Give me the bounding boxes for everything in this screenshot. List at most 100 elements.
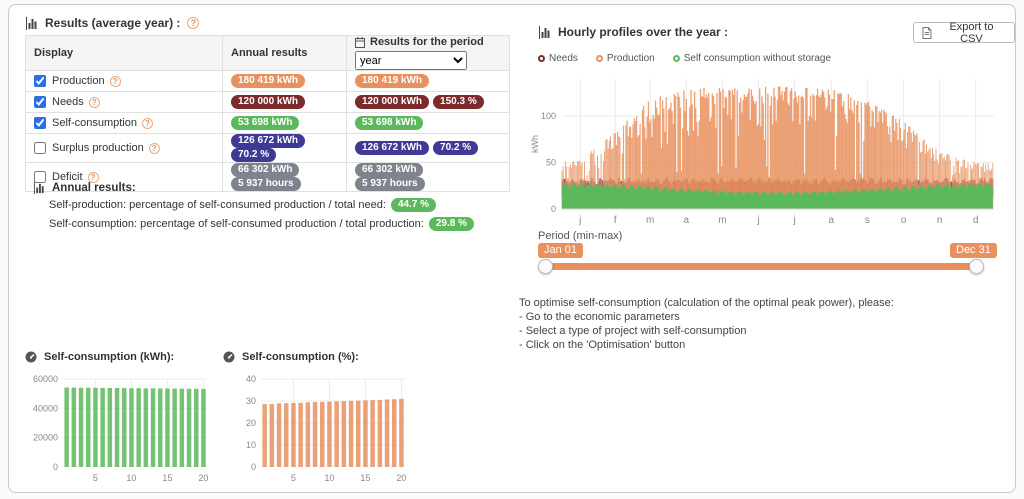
table-row: Production? 180 419 kWh 180 419 kWh — [25, 70, 510, 92]
results-table: Display Annual results Results for the p… — [25, 35, 510, 192]
svg-text:20000: 20000 — [33, 433, 58, 443]
period-range-slider[interactable] — [538, 258, 984, 274]
svg-text:m: m — [646, 215, 654, 226]
gauge-icon — [223, 351, 235, 363]
legend-item[interactable]: Production — [595, 53, 655, 64]
display-checkbox[interactable] — [34, 75, 46, 88]
annual-result-line: Self-production: percentage of self-cons… — [49, 198, 478, 212]
help-icon[interactable]: ? — [87, 171, 99, 183]
svg-text:40: 40 — [246, 374, 256, 384]
value-badge: 66 302 kWh — [355, 163, 424, 177]
optimise-note-line: - Click on the 'Optimisation' button — [519, 339, 686, 351]
legend-label: Production — [606, 53, 655, 64]
results-table-body: Production? 180 419 kWh 180 419 kWh Needs? 1… — [25, 70, 510, 192]
row-label: Production — [52, 74, 105, 87]
period-select[interactable]: year — [355, 51, 467, 70]
self-consumption-kwh-header: Self-consumption (kWh): — [25, 351, 174, 363]
col-period: Results for the period year — [346, 35, 510, 71]
display-checkbox[interactable] — [34, 96, 46, 109]
help-icon[interactable]: ? — [187, 17, 200, 29]
help-icon[interactable]: ? — [142, 117, 153, 129]
table-row: Self-consumption? 53 698 kWh 53 698 kWh — [25, 112, 510, 134]
period-max-badge: Dec 31 — [950, 243, 997, 258]
legend-ring-icon — [672, 55, 680, 62]
gauge-icon — [25, 351, 37, 363]
annual-result-badge: 44.7 % — [390, 198, 437, 212]
legend-item[interactable]: Self consumption without storage — [672, 53, 832, 64]
bar-chart-icon — [26, 16, 37, 30]
value-badge: 53 698 kWh — [231, 116, 300, 130]
svg-text:60000: 60000 — [33, 374, 58, 384]
svg-text:50: 50 — [546, 158, 556, 168]
svg-text:100: 100 — [541, 111, 556, 121]
annual-results-lines: Self-production: percentage of self-cons… — [49, 198, 478, 236]
svg-text:5: 5 — [93, 473, 98, 483]
annual-result-badge: 29.8 % — [428, 217, 474, 231]
value-badge: 53 698 kWh — [355, 116, 424, 130]
legend-ring-icon — [595, 55, 603, 62]
export-csv-label: Export to CSV — [949, 20, 994, 45]
svg-text:20: 20 — [246, 418, 256, 428]
optimise-note-line: To optimise self-consumption (calculatio… — [519, 297, 894, 309]
svg-text:j: j — [792, 215, 795, 226]
annual-results-header: Annual results: — [33, 182, 136, 194]
display-checkbox[interactable] — [34, 171, 46, 184]
legend-label: Self consumption without storage — [683, 53, 832, 64]
results-card: Results (average year) : ? Display Annua… — [8, 4, 1016, 493]
hourly-profiles-title: Hourly profiles over the year : — [558, 25, 729, 39]
svg-text:10: 10 — [126, 473, 136, 483]
svg-text:10: 10 — [324, 473, 334, 483]
help-icon[interactable]: ? — [88, 96, 100, 108]
legend-ring-icon — [538, 55, 545, 62]
svg-text:d: d — [973, 215, 979, 226]
chart-legend: Needs Production Self consumption without … — [538, 53, 831, 64]
period-min-badge: Jan 01 — [538, 243, 584, 258]
results-section-header: Results (average year) : ? — [25, 16, 200, 30]
legend-item[interactable]: Needs — [538, 53, 578, 64]
slider-handle-max[interactable] — [969, 258, 984, 274]
col-display: Display — [25, 35, 223, 71]
table-row: Surplus production? 126 672 kWh70.2 % 126 … — [25, 133, 510, 163]
value-badge: 66 302 kWh — [231, 163, 300, 177]
value-badge: 120 000 kWh — [355, 95, 430, 109]
value-badge: 150.3 % — [433, 95, 484, 109]
optimise-note-line: - Select a type of project with self-con… — [519, 325, 747, 337]
bar-chart-icon — [539, 25, 550, 39]
file-icon — [922, 26, 932, 39]
value-badge: 5 937 hours — [231, 177, 301, 191]
value-badge: 126 672 kWh — [355, 141, 430, 155]
help-icon[interactable]: ? — [109, 75, 121, 87]
svg-text:j: j — [756, 215, 759, 226]
annual-result-text: Self-production: percentage of self-cons… — [49, 199, 386, 211]
value-badge: 126 672 kWh — [231, 134, 306, 148]
results-title: Results (average year) : — [45, 16, 181, 30]
slider-handle-min[interactable] — [538, 258, 553, 274]
annual-results-title: Annual results: — [52, 182, 136, 194]
optimise-note: To optimise self-consumption (calculatio… — [519, 296, 979, 352]
self-consumption-pct-header: Self-consumption (%): — [223, 351, 359, 363]
annual-result-line: Self-consumption: percentage of self-con… — [49, 217, 478, 231]
row-label: Needs — [52, 95, 84, 108]
svg-text:j: j — [578, 215, 581, 226]
optimise-note-line: - Go to the economic parameters — [519, 311, 680, 323]
value-badge: 70.2 % — [231, 148, 277, 162]
self-consumption-pct-title: Self-consumption (%): — [242, 351, 359, 363]
svg-text:o: o — [901, 215, 907, 226]
hourly-profiles-chart: 0 50 100 j f m a m j j a s o n d kWh — [530, 79, 994, 226]
value-badge: 180 419 kWh — [355, 74, 430, 88]
value-badge: 5 937 hours — [355, 177, 425, 191]
value-badge: 70.2 % — [433, 141, 479, 155]
svg-text:0: 0 — [53, 462, 58, 472]
display-checkbox[interactable] — [34, 142, 46, 155]
hourly-profiles-header: Hourly profiles over the year : — [538, 25, 728, 39]
svg-text:30: 30 — [246, 396, 256, 406]
calendar-icon — [355, 36, 365, 48]
self-consumption-pct-chart: 0 10 20 30 40 5 10 15 20 — [246, 374, 406, 483]
svg-text:a: a — [684, 215, 690, 226]
col-annual: Annual results — [222, 35, 347, 71]
export-csv-button[interactable]: Export to CSV — [913, 20, 1015, 45]
annual-result-text: Self-consumption: percentage of self-con… — [49, 218, 424, 230]
svg-text:0: 0 — [251, 462, 256, 472]
display-checkbox[interactable] — [34, 117, 46, 130]
help-icon[interactable]: ? — [148, 142, 160, 154]
